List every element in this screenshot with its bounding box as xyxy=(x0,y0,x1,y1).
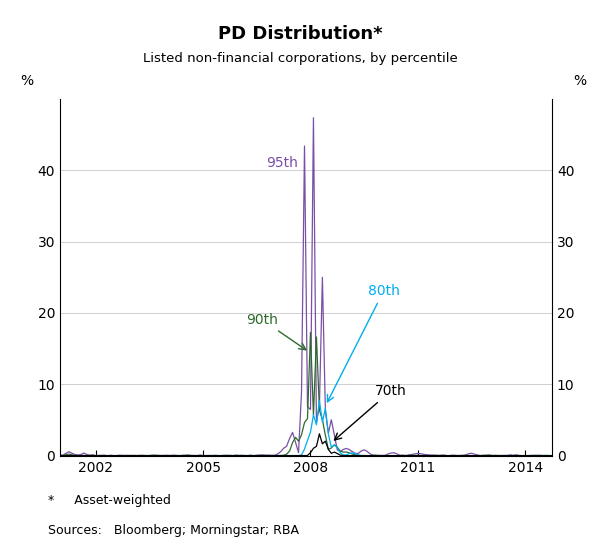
Text: Sources:   Bloomberg; Morningstar; RBA: Sources: Bloomberg; Morningstar; RBA xyxy=(48,524,299,537)
Text: 95th: 95th xyxy=(266,156,298,170)
Text: 90th: 90th xyxy=(246,312,306,350)
Text: 70th: 70th xyxy=(334,384,407,440)
Text: PD Distribution*: PD Distribution* xyxy=(218,25,382,43)
Text: 80th: 80th xyxy=(328,284,400,402)
Text: %: % xyxy=(20,74,34,88)
Text: Listed non-financial corporations, by percentile: Listed non-financial corporations, by pe… xyxy=(143,52,457,65)
Text: %: % xyxy=(574,74,586,88)
Text: *     Asset-weighted: * Asset-weighted xyxy=(48,494,171,507)
